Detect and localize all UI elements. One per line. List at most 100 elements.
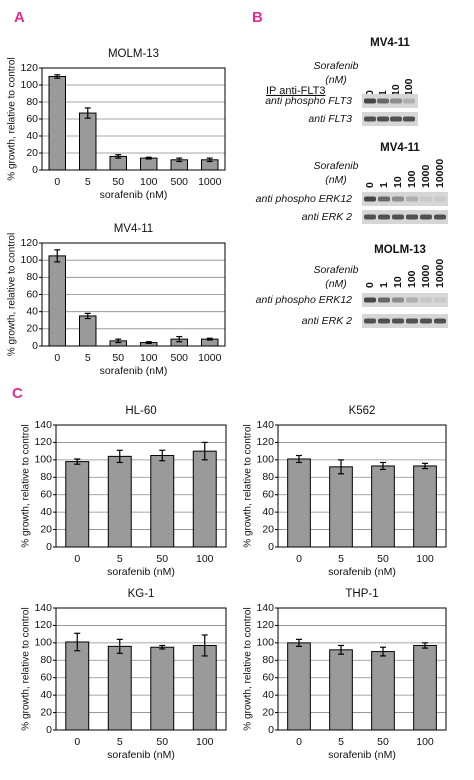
x-tick-label: 100 bbox=[140, 176, 158, 188]
treatment-label: Sorafenib bbox=[314, 160, 359, 172]
bar bbox=[48, 76, 66, 171]
y-tick-label: 60 bbox=[26, 288, 38, 300]
y-axis-title: % growth, relative to control bbox=[21, 424, 32, 547]
y-tick-label: 120 bbox=[256, 619, 274, 631]
panel-label: C bbox=[12, 385, 23, 402]
y-tick-label: 0 bbox=[32, 340, 38, 352]
lane-label: 1000 bbox=[420, 164, 432, 188]
y-axis-title: % growth, relative to control bbox=[7, 233, 18, 356]
x-tick-label: 100 bbox=[196, 736, 214, 748]
blot-band bbox=[377, 98, 389, 104]
error-bar bbox=[115, 154, 122, 159]
row-label: anti ERK 2 bbox=[302, 315, 352, 327]
y-tick-label: 0 bbox=[46, 724, 52, 736]
blot-band bbox=[403, 116, 415, 122]
lane-label: 100 bbox=[403, 78, 415, 96]
x-tick-label: 0 bbox=[54, 352, 60, 364]
blot-band bbox=[364, 297, 376, 303]
blot-band bbox=[403, 98, 415, 104]
blot-band bbox=[378, 214, 390, 220]
error-bar bbox=[116, 449, 123, 464]
y-tick-label: 100 bbox=[34, 637, 52, 649]
x-tick-label: 500 bbox=[170, 352, 188, 364]
panel-label: B bbox=[252, 9, 263, 26]
bar bbox=[65, 641, 90, 731]
plot-frame bbox=[41, 242, 226, 347]
y-tick-label: 100 bbox=[20, 254, 38, 266]
y-tick-label: 60 bbox=[40, 488, 52, 500]
y-tick-label: 140 bbox=[34, 419, 52, 431]
x-tick-label: 5 bbox=[117, 736, 123, 748]
row-label: anti phospho FLT3 bbox=[265, 95, 352, 107]
blot-band bbox=[392, 196, 404, 202]
chart-title: THP-1 bbox=[345, 588, 378, 600]
treatment-label: Sorafenib bbox=[314, 264, 359, 276]
blot-band bbox=[364, 98, 376, 104]
error-bar bbox=[380, 646, 386, 657]
blot-title: MV4-11 bbox=[370, 37, 410, 49]
y-tick-label: 80 bbox=[262, 471, 274, 483]
x-tick-label: 50 bbox=[112, 352, 124, 364]
y-tick-label: 20 bbox=[262, 523, 274, 535]
blot-band bbox=[434, 318, 446, 324]
blot-band bbox=[420, 297, 432, 303]
blot-band bbox=[378, 318, 390, 324]
error-bar bbox=[380, 461, 386, 471]
bar bbox=[65, 461, 90, 548]
blot-band bbox=[392, 297, 404, 303]
blot-band bbox=[377, 116, 389, 122]
plot-frame bbox=[277, 607, 447, 731]
treatment-label: Sorafenib bbox=[314, 60, 359, 72]
x-tick-label: 50 bbox=[112, 176, 124, 188]
x-axis-title: sorafenib (nM) bbox=[107, 566, 175, 578]
error-bar bbox=[74, 632, 81, 652]
blot-band bbox=[364, 214, 376, 220]
error-bar bbox=[159, 449, 166, 462]
blot-band bbox=[420, 318, 432, 324]
blot-band bbox=[364, 196, 376, 202]
lane-label: 0 bbox=[364, 282, 376, 288]
bar bbox=[79, 112, 97, 171]
chart-title: K562 bbox=[349, 405, 376, 417]
bar bbox=[329, 649, 353, 731]
treatment-unit: (nM) bbox=[325, 278, 347, 290]
y-tick-label: 60 bbox=[26, 113, 38, 125]
y-tick-label: 100 bbox=[20, 79, 38, 91]
y-tick-label: 120 bbox=[34, 619, 52, 631]
y-tick-label: 40 bbox=[262, 506, 274, 518]
error-bar bbox=[338, 644, 344, 655]
y-tick-label: 140 bbox=[34, 602, 52, 614]
row-label: anti FLT3 bbox=[308, 113, 352, 125]
treatment-unit: (nM) bbox=[325, 74, 347, 86]
x-tick-label: 100 bbox=[416, 736, 434, 748]
chart-title: KG-1 bbox=[128, 588, 155, 600]
y-tick-label: 60 bbox=[262, 488, 274, 500]
y-axis-title: % growth, relative to control bbox=[243, 424, 254, 547]
y-tick-label: 60 bbox=[40, 671, 52, 683]
y-tick-label: 0 bbox=[32, 164, 38, 176]
lane-label: 0 bbox=[364, 90, 376, 96]
y-tick-label: 20 bbox=[40, 523, 52, 535]
y-tick-label: 40 bbox=[26, 305, 38, 317]
y-tick-label: 20 bbox=[26, 147, 38, 159]
x-tick-label: 5 bbox=[85, 176, 91, 188]
blot-band bbox=[420, 196, 432, 202]
error-bar bbox=[84, 107, 91, 119]
y-axis-title: % growth, relative to control bbox=[21, 607, 32, 730]
blot-strip bbox=[362, 192, 448, 206]
row-label: anti phospho ERK12 bbox=[256, 294, 352, 306]
error-bar bbox=[159, 644, 166, 650]
blot-band bbox=[364, 318, 376, 324]
row-label: anti phospho ERK12 bbox=[256, 193, 352, 205]
row-label: anti ERK 2 bbox=[302, 211, 352, 223]
error-bar bbox=[84, 312, 91, 320]
error-bar bbox=[338, 459, 344, 475]
blot-band bbox=[420, 214, 432, 220]
blot-strip bbox=[362, 293, 448, 307]
y-tick-label: 40 bbox=[262, 689, 274, 701]
bar bbox=[371, 651, 395, 731]
error-bar bbox=[54, 74, 61, 79]
lane-label: 10000 bbox=[434, 259, 446, 288]
y-tick-label: 20 bbox=[26, 323, 38, 335]
blot-strip bbox=[362, 210, 448, 224]
